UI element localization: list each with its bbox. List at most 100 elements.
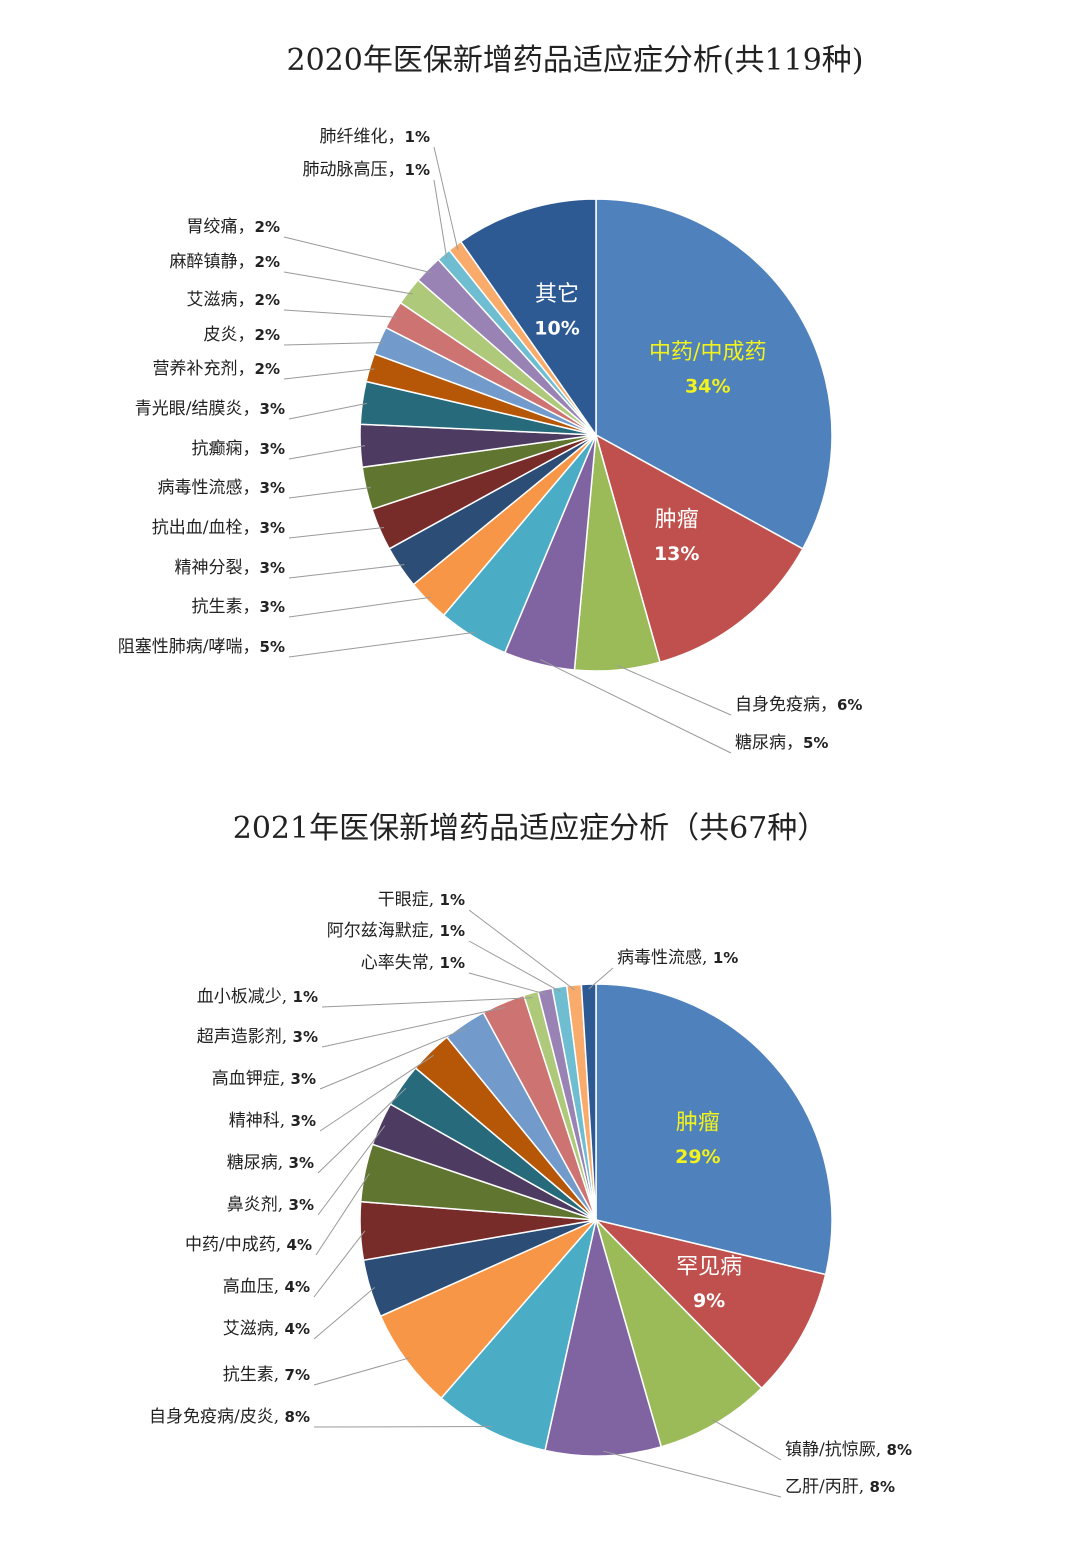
outside-label: 营养补充剂，2% (153, 359, 280, 379)
outside-label: 青光眼/结膜炎，3% (135, 399, 285, 419)
label-value: 3% (260, 440, 285, 458)
leader-line (284, 272, 413, 294)
leader-line (617, 665, 731, 715)
leader-line (289, 565, 404, 578)
leader-line (314, 1358, 410, 1385)
leader-line (713, 1420, 781, 1460)
label-separator: ， (786, 733, 803, 753)
leader-line (314, 1231, 365, 1297)
label-name: 艾滋病 (223, 1319, 274, 1339)
outside-label: 肺动脉高压，1% (303, 160, 430, 180)
label-separator: ， (243, 558, 260, 578)
label-separator: ， (238, 252, 255, 272)
outside-label: 肺纤维化，1% (320, 127, 430, 147)
label-value: 1% (713, 949, 738, 967)
label-value: 1% (405, 161, 430, 179)
label-value: 8% (285, 1408, 310, 1426)
label-separator: ， (243, 518, 260, 538)
label-name: 抗生素 (223, 1365, 274, 1385)
label-name: 自身免疫病 (735, 695, 820, 715)
leader-line (289, 597, 431, 617)
label-name: 肺纤维化 (320, 127, 388, 147)
label-separator: , (702, 948, 713, 968)
label-name: 阻塞性肺病/哮喘 (118, 637, 243, 657)
label-value: 3% (260, 400, 285, 418)
label-separator: , (429, 921, 440, 941)
label-separator: , (274, 1319, 285, 1339)
outside-label: 抗生素, 7% (223, 1365, 310, 1385)
label-name: 镇静/抗惊厥 (785, 1440, 876, 1460)
slice-label: 中药/中成药 (649, 340, 766, 365)
leader-line (314, 1287, 375, 1339)
slice-value-label: 34% (685, 375, 730, 397)
label-separator: ， (388, 160, 405, 180)
label-name: 高血钾症 (212, 1069, 280, 1089)
label-separator: ， (243, 399, 260, 419)
label-name: 抗癫痫 (192, 439, 243, 459)
label-value: 1% (440, 891, 465, 909)
label-name: 病毒性流感 (158, 478, 243, 498)
outside-label: 精神科, 3% (229, 1111, 316, 1131)
label-separator: ， (243, 439, 260, 459)
label-separator: , (429, 890, 440, 910)
outside-label: 抗出血/血栓，3% (152, 518, 285, 538)
leader-line (289, 528, 384, 538)
outside-label: 血小板减少, 1% (197, 987, 318, 1007)
label-separator: , (859, 1477, 870, 1497)
label-value: 3% (289, 1154, 314, 1172)
label-separator: ， (820, 695, 837, 715)
label-value: 6% (837, 696, 862, 714)
label-name: 艾滋病 (187, 290, 238, 310)
outside-label: 抗癫痫，3% (192, 439, 285, 459)
outside-label: 精神分裂，3% (175, 558, 285, 578)
outside-label: 自身免疫病，6% (735, 695, 862, 715)
label-value: 3% (289, 1196, 314, 1214)
leader-line (284, 342, 384, 345)
leader-line (603, 1451, 781, 1497)
outside-label: 糖尿病, 3% (227, 1153, 314, 1173)
label-value: 3% (260, 479, 285, 497)
label-name: 高血压 (223, 1277, 274, 1297)
label-separator: , (274, 1277, 285, 1297)
label-name: 抗生素 (192, 597, 243, 617)
slice-label: 肿瘤 (676, 1111, 720, 1136)
label-value: 8% (887, 1441, 912, 1459)
label-value: 3% (291, 1070, 316, 1088)
label-separator: , (429, 953, 440, 973)
label-name: 精神分裂 (175, 558, 243, 578)
leader-line (284, 237, 431, 273)
outside-label: 高血压, 4% (223, 1277, 310, 1297)
outside-label: 自身免疫病/皮炎, 8% (149, 1407, 310, 1427)
label-name: 青光眼/结膜炎 (135, 399, 243, 419)
label-name: 营养补充剂 (153, 359, 238, 379)
leader-line (289, 403, 367, 419)
label-separator: ， (238, 290, 255, 310)
label-value: 3% (260, 519, 285, 537)
outside-label: 阻塞性肺病/哮喘，5% (118, 637, 285, 657)
outside-label: 胃绞痛，2% (187, 217, 280, 237)
label-value: 1% (440, 954, 465, 972)
label-value: 3% (293, 1028, 318, 1046)
label-separator: ， (243, 637, 260, 657)
label-value: 4% (287, 1236, 312, 1254)
label-value: 3% (291, 1112, 316, 1130)
outside-label: 中药/中成药, 4% (185, 1235, 312, 1255)
label-separator: ， (238, 359, 255, 379)
outside-label: 艾滋病，2% (187, 290, 280, 310)
label-separator: ， (238, 325, 255, 345)
slice-label: 罕见病 (676, 1255, 742, 1280)
label-value: 1% (293, 988, 318, 1006)
label-name: 乙肝/丙肝 (785, 1477, 859, 1497)
outside-label: 糖尿病，5% (735, 733, 828, 753)
outside-label: 超声造影剂, 3% (197, 1027, 318, 1047)
label-separator: ， (243, 478, 260, 498)
outside-label: 镇静/抗惊厥, 8% (785, 1440, 912, 1460)
label-name: 胃绞痛 (187, 217, 238, 237)
label-name: 肺动脉高压 (303, 160, 388, 180)
label-value: 3% (260, 598, 285, 616)
leader-line (284, 369, 374, 379)
label-name: 精神科 (229, 1111, 280, 1131)
label-separator: ， (238, 217, 255, 237)
slice-value-label: 10% (534, 318, 579, 340)
